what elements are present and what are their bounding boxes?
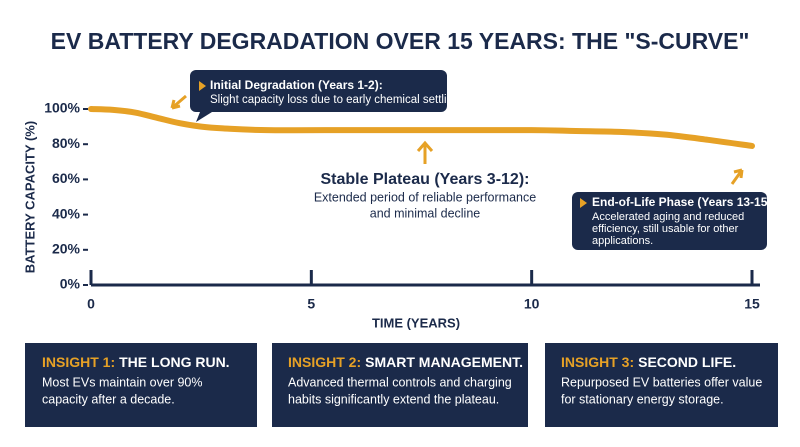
callout-title: Initial Degradation (Years 1-2): — [210, 78, 383, 92]
insight-label: INSIGHT 3: — [561, 354, 634, 370]
insight-label: INSIGHT 1: — [42, 354, 115, 370]
plateau-title: Stable Plateau (Years 3-12): — [321, 171, 530, 188]
y-tick-label: 0% — [60, 276, 81, 292]
y-tick-label: 100% — [44, 100, 80, 116]
insight-text: Advanced thermal controls and charging — [288, 375, 512, 389]
insight-heading: INSIGHT 3: SECOND LIFE. — [561, 354, 736, 370]
insight-title: SECOND LIFE. — [638, 354, 736, 370]
insight-text: for stationary energy storage. — [561, 392, 724, 406]
insight-text: habits significantly extend the plateau. — [288, 392, 499, 406]
insight-text: capacity after a decade. — [42, 392, 175, 406]
x-tick-label: 15 — [744, 296, 760, 312]
x-axis-label: TIME (YEARS) — [372, 315, 460, 330]
insight-heading: INSIGHT 1: THE LONG RUN. — [42, 354, 230, 370]
insight-heading: INSIGHT 2: SMART MANAGEMENT. — [288, 354, 523, 370]
callout-text: efficiency, still usable for other — [592, 223, 739, 235]
insight-text: Most EVs maintain over 90% — [42, 375, 203, 389]
y-tick-label: 60% — [52, 170, 81, 186]
insight-text: Repurposed EV batteries offer value — [561, 375, 762, 389]
x-tick-label: 5 — [307, 296, 315, 312]
y-tick-label: 40% — [52, 205, 81, 221]
plateau-text: Extended period of reliable performance — [314, 190, 536, 204]
x-tick-label: 10 — [524, 296, 540, 312]
y-tick-label: 80% — [52, 135, 81, 151]
chart-title: EV BATTERY DEGRADATION OVER 15 YEARS: TH… — [51, 28, 750, 54]
callout-title: End-of-Life Phase (Years 13-15+): — [592, 195, 782, 209]
insight-title: THE LONG RUN. — [119, 354, 229, 370]
x-tick-label: 0 — [87, 296, 95, 312]
data-line — [88, 106, 755, 149]
arrow — [416, 140, 434, 164]
callout — [170, 70, 447, 122]
callout-text: Slight capacity loss due to early chemic… — [210, 94, 462, 106]
insight-title: SMART MANAGEMENT. — [365, 354, 523, 370]
insight-boxes — [25, 343, 778, 427]
plateau-text: and minimal decline — [370, 206, 481, 220]
y-axis-label: BATTERY CAPACITY (%) — [22, 121, 37, 273]
callout — [572, 168, 767, 250]
y-tick-label: 20% — [52, 241, 81, 257]
callout-text: Accelerated aging and reduced — [592, 211, 744, 223]
callout-text: applications. — [592, 235, 653, 247]
insight-label: INSIGHT 2: — [288, 354, 361, 370]
